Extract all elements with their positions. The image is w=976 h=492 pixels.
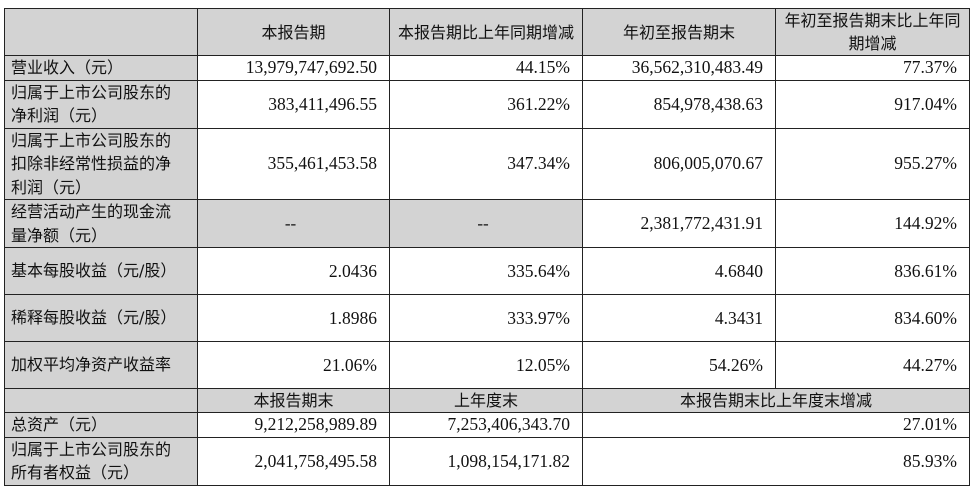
cell-current-yoy: 361.22% [389,79,583,129]
table-row: 加权平均净资产收益率 21.06% 12.05% 54.26% 44.27% [4,341,970,389]
cell-change: 85.93% [582,436,970,486]
subheader-blank [4,388,198,413]
cell-current-period: 2.0436 [197,247,390,295]
cell-period-end: 2,041,758,495.58 [197,436,390,486]
header-ytd-yoy: 年初至报告期末比上年同期增减 [775,8,970,56]
cell-ytd: 54.26% [582,341,776,389]
header-current-period: 本报告期 [197,8,390,56]
balance-subheader-row: 本报告期末 上年度末 本报告期末比上年度末增减 [4,388,970,413]
cell-prior-year-end: 1,098,154,171.82 [389,436,583,486]
cell-change: 27.01% [582,412,970,438]
row-label: 稀释每股收益（元/股） [4,294,198,342]
cell-current-period: 355,461,453.58 [197,127,390,200]
header-ytd: 年初至报告期末 [582,8,776,56]
cell-ytd: 4.6840 [582,247,776,295]
row-label: 经营活动产生的现金流量净额（元） [4,199,198,248]
cell-ytd: 2,381,772,431.91 [582,199,776,248]
cell-current-period: -- [197,199,390,248]
cell-current-period: 1.8986 [197,294,390,342]
row-label: 加权平均净资产收益率 [4,341,198,389]
table-row: 经营活动产生的现金流量净额（元） -- -- 2,381,772,431.91 … [4,199,970,248]
table-row: 营业收入（元） 13,979,747,692.50 44.15% 36,562,… [4,55,970,81]
cell-current-yoy: 347.34% [389,127,583,200]
cell-current-period: 383,411,496.55 [197,79,390,129]
table-row: 稀释每股收益（元/股） 1.8986 333.97% 4.3431 834.60… [4,294,970,342]
row-label: 营业收入（元） [4,55,198,81]
financial-summary-table: 本报告期 本报告期比上年同期增减 年初至报告期末 年初至报告期末比上年同期增减 … [4,8,970,486]
cell-current-yoy: 12.05% [389,341,583,389]
table-header-row: 本报告期 本报告期比上年同期增减 年初至报告期末 年初至报告期末比上年同期增减 [4,8,970,56]
cell-ytd: 854,978,438.63 [582,79,776,129]
cell-ytd-yoy: 44.27% [775,341,970,389]
table-row: 归属于上市公司股东的扣除非经常性损益的净利润（元） 355,461,453.58… [4,127,970,200]
header-blank [4,8,198,56]
cell-ytd: 36,562,310,483.49 [582,55,776,81]
cell-ytd-yoy: 836.61% [775,247,970,295]
cell-prior-year-end: 7,253,406,343.70 [389,412,583,438]
subheader-change: 本报告期末比上年度末增减 [582,388,970,413]
cell-current-yoy: -- [389,199,583,248]
header-current-yoy: 本报告期比上年同期增减 [389,8,583,56]
cell-ytd-yoy: 144.92% [775,199,970,248]
row-label: 总资产（元） [4,412,198,438]
subheader-period-end: 本报告期末 [197,388,390,413]
row-label: 归属于上市公司股东的所有者权益（元） [4,436,198,486]
row-label: 归属于上市公司股东的净利润（元） [4,79,198,129]
cell-current-yoy: 333.97% [389,294,583,342]
cell-ytd-yoy: 834.60% [775,294,970,342]
row-label: 归属于上市公司股东的扣除非经常性损益的净利润（元） [4,127,198,200]
balance-row: 总资产（元） 9,212,258,989.89 7,253,406,343.70… [4,412,970,438]
cell-ytd-yoy: 955.27% [775,127,970,200]
cell-current-yoy: 335.64% [389,247,583,295]
cell-ytd: 4.3431 [582,294,776,342]
cell-current-period: 21.06% [197,341,390,389]
row-label: 基本每股收益（元/股） [4,247,198,295]
subheader-prior-year-end: 上年度末 [389,388,583,413]
table-row: 归属于上市公司股东的净利润（元） 383,411,496.55 361.22% … [4,79,970,129]
balance-row: 归属于上市公司股东的所有者权益（元） 2,041,758,495.58 1,09… [4,436,970,486]
cell-ytd-yoy: 77.37% [775,55,970,81]
cell-current-yoy: 44.15% [389,55,583,81]
cell-ytd-yoy: 917.04% [775,79,970,129]
table-row: 基本每股收益（元/股） 2.0436 335.64% 4.6840 836.61… [4,247,970,295]
cell-current-period: 13,979,747,692.50 [197,55,390,81]
cell-ytd: 806,005,070.67 [582,127,776,200]
cell-period-end: 9,212,258,989.89 [197,412,390,438]
